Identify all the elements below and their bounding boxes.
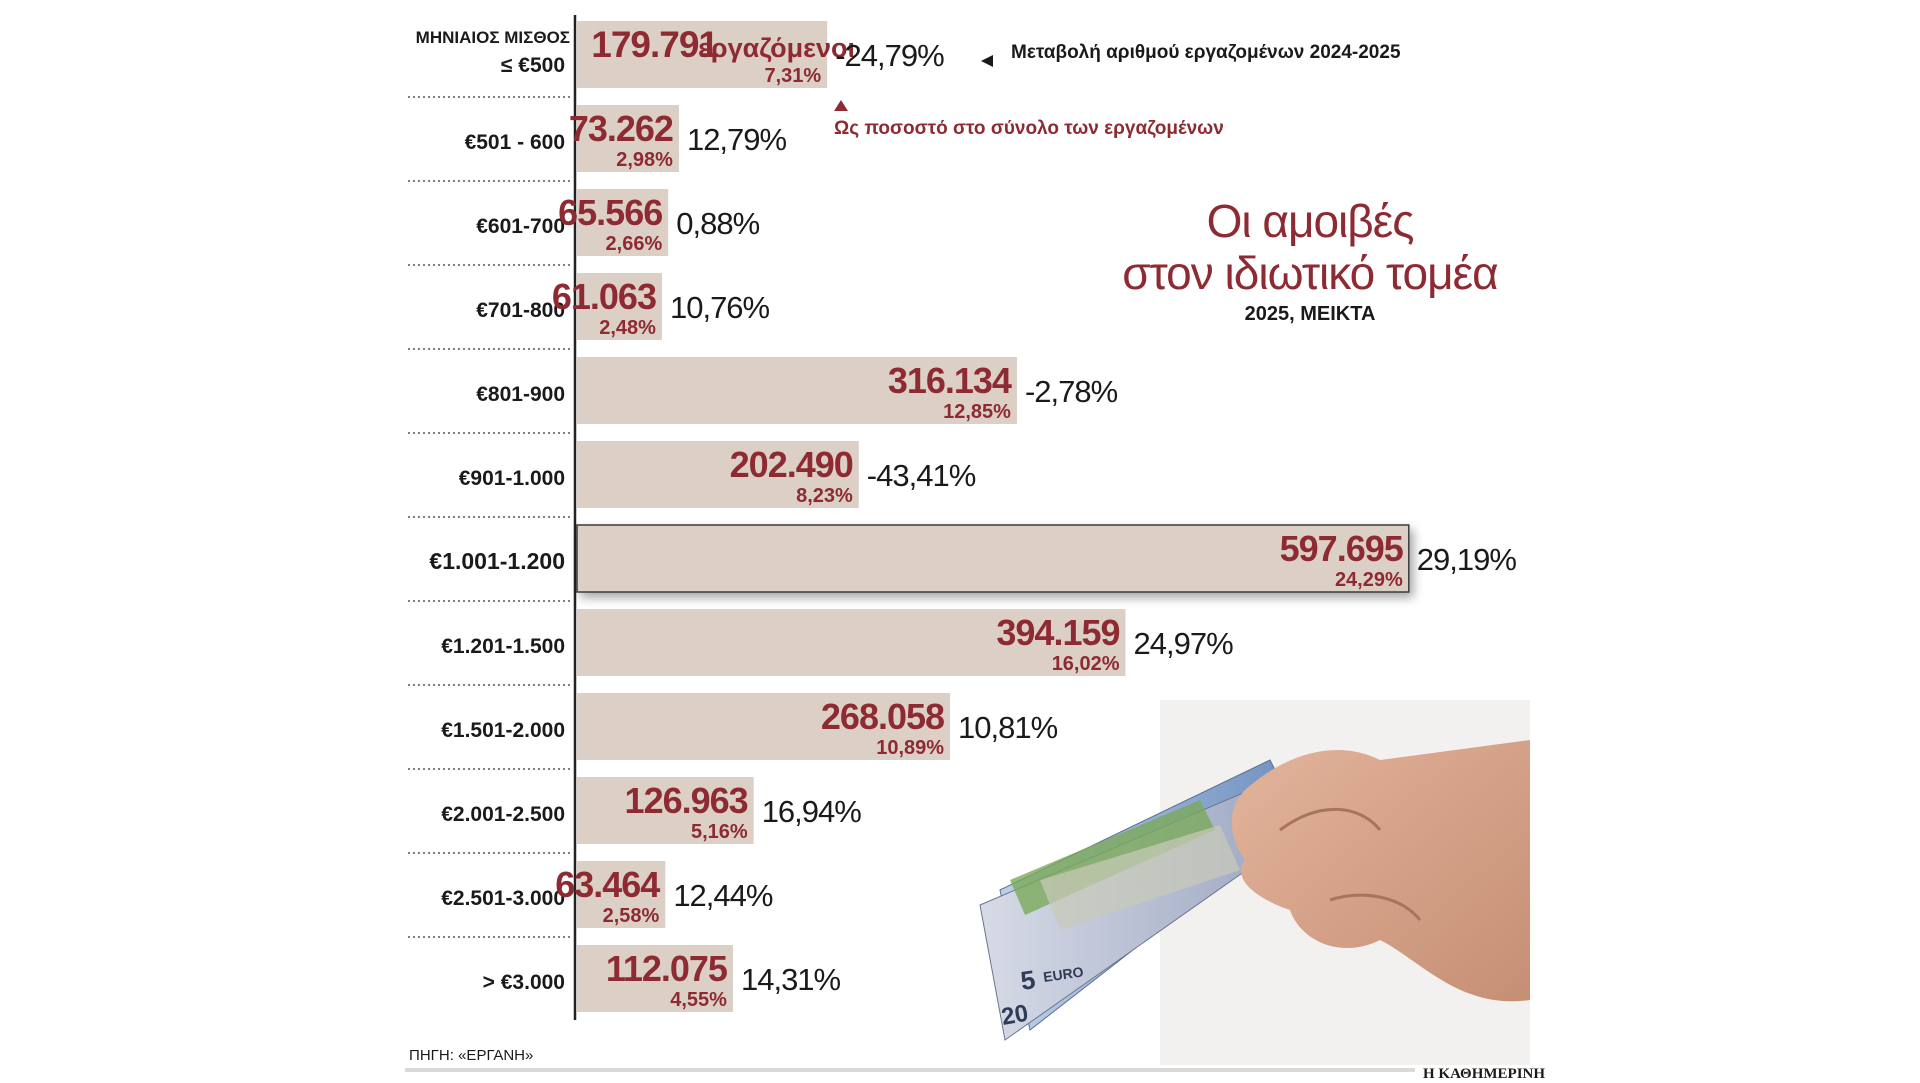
change-label: -24,79% xyxy=(835,38,944,73)
value-label: 73.262 xyxy=(569,108,673,149)
bar xyxy=(577,21,828,88)
bar xyxy=(577,189,669,256)
value-label: 316.134 xyxy=(888,360,1012,401)
up-arrow-icon xyxy=(834,100,848,111)
value-label: 65.566 xyxy=(558,192,662,233)
value-label: 202.490 xyxy=(730,444,853,485)
change-label: 12,79% xyxy=(687,122,787,157)
change-label: 16,94% xyxy=(762,794,862,829)
chart-title-line-1: Οι αμοιβές xyxy=(1206,195,1415,247)
value-label: 597.695 xyxy=(1280,528,1404,569)
share-label: 2,58% xyxy=(603,905,660,927)
value-label: 268.058 xyxy=(821,696,944,737)
category-label: > €3.000 xyxy=(483,971,565,994)
change-label: 10,81% xyxy=(958,710,1058,745)
share-label: 8,23% xyxy=(796,485,853,507)
value-label: 61.063 xyxy=(552,276,656,317)
share-label: 5,16% xyxy=(691,821,748,843)
svg-text:20: 20 xyxy=(999,1000,1030,1031)
change-label: 24,97% xyxy=(1134,626,1234,661)
share-label: 4,55% xyxy=(670,989,727,1011)
chart-subtitle: 2025, ΜΕΙΚΤΑ xyxy=(1244,303,1376,325)
share-label: 12,85% xyxy=(943,401,1011,423)
share-label: 16,02% xyxy=(1052,653,1120,675)
change-label: -43,41% xyxy=(867,458,976,493)
share-annotation: Ως ποσοστό στο σύνολο των εργαζομένων xyxy=(834,118,1224,139)
category-label: €2.001-2.500 xyxy=(441,803,565,826)
chart-title: Οι αμοιβές στον ιδιωτικό τομέα xyxy=(1000,195,1620,299)
change-label: 29,19% xyxy=(1417,542,1517,577)
category-label: ≤ €500 xyxy=(501,54,565,77)
value-label: 112.075 xyxy=(606,948,728,989)
category-label: €501 - 600 xyxy=(465,131,565,154)
share-label: 2,66% xyxy=(606,233,663,255)
bar xyxy=(577,357,1017,424)
change-label: 14,31% xyxy=(741,962,841,997)
change-label: -2,78% xyxy=(1025,374,1118,409)
bar xyxy=(577,861,666,928)
bar xyxy=(576,524,1410,593)
left-arrow-icon xyxy=(981,55,993,67)
value-label: 179.791 xyxy=(591,24,718,65)
category-header: ΜΗΝΙΑΙΟΣ ΜΙΣΘΟΣ xyxy=(415,28,570,47)
bar xyxy=(577,609,1126,676)
banknotes-hand-image: 5 EURO 20 xyxy=(979,700,1530,1065)
category-label: €801-900 xyxy=(476,383,565,406)
value-unit-label: εργαζόμενοι xyxy=(698,33,855,63)
share-label: 2,48% xyxy=(599,317,656,339)
value-label: 126.963 xyxy=(625,780,748,821)
value-label: 394.159 xyxy=(996,612,1119,653)
publisher-logo: Η ΚΑΘΗΜΕΡΙΝΗ xyxy=(1423,1066,1546,1082)
share-label: 7,31% xyxy=(764,65,821,87)
change-label: 12,44% xyxy=(673,878,773,913)
category-label: €901-1.000 xyxy=(459,467,565,490)
bar xyxy=(577,693,951,760)
bar xyxy=(577,777,754,844)
bar xyxy=(577,945,733,1012)
category-label: €1.001-1.200 xyxy=(429,548,565,574)
share-label: 10,89% xyxy=(876,737,944,759)
footer-rule xyxy=(405,1068,1415,1072)
share-label: 24,29% xyxy=(1335,569,1403,591)
change-label: 0,88% xyxy=(676,206,759,241)
bar xyxy=(577,441,859,508)
svg-text:EURO: EURO xyxy=(1042,963,1084,984)
change-annotation: Μεταβολή αριθμού εργαζομένων 2024-2025 xyxy=(1011,42,1401,63)
category-label: €1.501-2.000 xyxy=(441,719,565,742)
category-label: €601-700 xyxy=(476,215,565,238)
source-credit: ΠΗΓΗ: «ΕΡΓΑΝΗ» xyxy=(409,1047,534,1064)
share-label: 2,98% xyxy=(616,149,673,171)
bar xyxy=(577,105,679,172)
category-label: €2.501-3.000 xyxy=(441,887,565,910)
chart-title-line-2: στον ιδιωτικό τομέα xyxy=(1122,247,1498,299)
value-label: 63.464 xyxy=(555,864,660,905)
category-label: €1.201-1.500 xyxy=(441,635,565,658)
change-label: 10,76% xyxy=(670,290,770,325)
svg-text:5: 5 xyxy=(1019,964,1038,996)
category-label: €701-800 xyxy=(476,299,565,322)
bar xyxy=(577,273,662,340)
